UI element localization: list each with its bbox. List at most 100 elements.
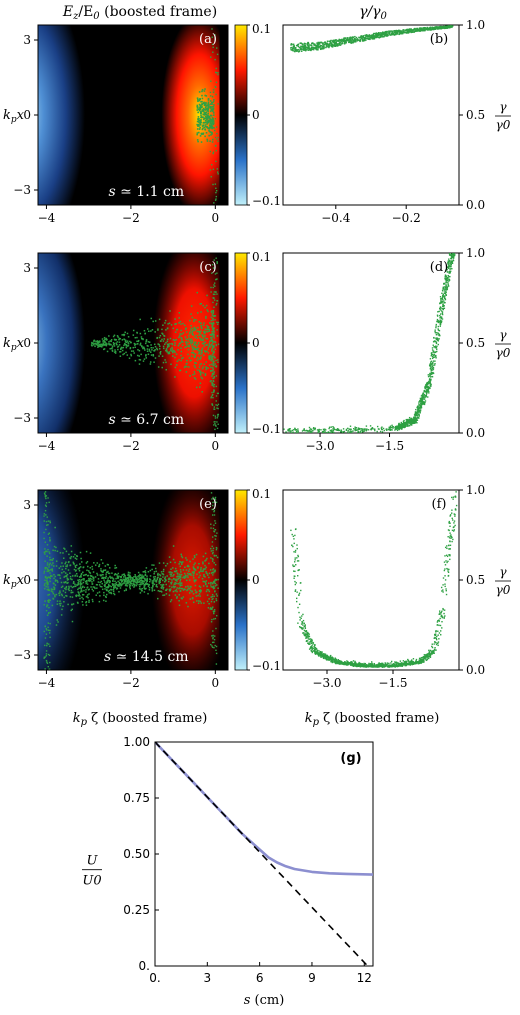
beam-dot: [157, 343, 159, 345]
gamma-dot: [387, 32, 390, 34]
field-y-label: kpx: [3, 573, 25, 590]
beam-dot: [209, 140, 211, 142]
gamma-dot: [322, 657, 325, 660]
gamma-dot: [394, 31, 396, 33]
beam-dot: [203, 331, 205, 333]
beam-dot: [210, 123, 213, 126]
beam-dot: [47, 586, 49, 588]
gamma-dot: [374, 36, 377, 38]
beam-dot: [211, 646, 214, 648]
gamma-dot: [358, 428, 361, 430]
beam-dot: [204, 306, 206, 309]
beam-dot: [118, 341, 121, 343]
gamma-dot: [324, 428, 326, 430]
beam-dot: [189, 598, 192, 600]
gamma-dot: [395, 31, 397, 34]
gamma-dot: [330, 426, 332, 428]
gamma-dot: [307, 47, 309, 49]
gamma-dot: [440, 302, 442, 304]
beam-dot: [213, 98, 215, 101]
gamma-dot: [386, 30, 388, 33]
beam-dot: [171, 343, 174, 346]
gamma-dot: [309, 641, 311, 643]
beam-dot: [165, 565, 167, 567]
beam-dot: [208, 134, 210, 137]
beam-dot: [53, 588, 56, 590]
beam-dot: [75, 572, 78, 575]
beam-dot: [47, 600, 50, 602]
gamma-dot: [413, 414, 416, 416]
beam-dot: [132, 579, 134, 582]
beam-dot: [190, 324, 192, 327]
beam-dot: [175, 578, 177, 581]
gamma-dot: [310, 642, 313, 645]
gamma-dot: [419, 410, 421, 412]
beam-dot: [107, 572, 110, 575]
beam-dot: [213, 356, 216, 359]
beam-dot: [189, 560, 191, 563]
beam-dot: [173, 578, 175, 580]
beam-dot: [198, 109, 201, 112]
gamma-dot: [297, 554, 299, 557]
gamma-dot: [439, 306, 442, 308]
beam-dot: [205, 580, 208, 582]
beam-dot: [75, 555, 78, 557]
beam-dot: [141, 581, 143, 584]
beam-dot: [134, 346, 136, 349]
gamma-dot: [296, 432, 299, 433]
beam-dot: [119, 351, 121, 353]
beam-dot: [78, 580, 80, 583]
beam-dot: [174, 561, 176, 564]
gamma-dot: [290, 47, 292, 49]
beam-dot: [98, 565, 101, 567]
beam-dot: [132, 583, 135, 586]
beam-dot: [201, 391, 203, 393]
beam-dot: [210, 122, 212, 124]
beam-dot: [200, 101, 202, 103]
beam-dot: [211, 126, 214, 129]
beam-dot: [77, 595, 80, 597]
beam-dot: [103, 591, 105, 594]
gamma-dot: [431, 373, 434, 375]
gamma-dot: [423, 401, 425, 403]
beam-dot: [203, 575, 205, 577]
beam-dot: [119, 576, 122, 578]
beam-dot: [215, 593, 218, 595]
beam-dot: [203, 117, 206, 120]
gamma-dot: [325, 44, 328, 46]
beam-dot: [143, 585, 145, 587]
beam-dot: [199, 121, 202, 123]
beam-dot: [104, 581, 106, 583]
beam-dot: [211, 381, 213, 384]
beam-dot: [210, 396, 213, 398]
gamma-dot: [417, 410, 420, 412]
beam-dot: [152, 585, 154, 587]
beam-dot: [194, 378, 197, 380]
beam-dot: [179, 320, 182, 323]
gamma-dot: [447, 263, 449, 266]
gamma-dot: [381, 426, 383, 428]
beam-dot: [217, 359, 219, 361]
beam-dot: [216, 171, 219, 173]
beam-dot: [208, 129, 210, 132]
beam-dot: [137, 349, 139, 351]
gamma-dot: [426, 383, 429, 385]
gamma-dot: [449, 264, 451, 266]
beam-dot: [210, 291, 212, 293]
beam-dot: [171, 350, 174, 353]
beam-dot: [188, 345, 190, 348]
beam-dot: [193, 563, 195, 566]
beam-dot: [213, 510, 216, 512]
gamma-dot: [419, 399, 422, 402]
beam-dot: [44, 583, 46, 585]
beam-dot: [217, 73, 219, 76]
gamma-frame: [282, 252, 460, 434]
gamma-dot: [429, 365, 432, 367]
beam-dot: [199, 574, 201, 577]
gamma-dot: [400, 426, 403, 428]
gamma-dot: [335, 40, 337, 42]
beam-dot: [215, 189, 218, 192]
beam-dot: [213, 259, 215, 261]
beam-dot: [102, 562, 104, 564]
beam-dot: [208, 124, 211, 127]
